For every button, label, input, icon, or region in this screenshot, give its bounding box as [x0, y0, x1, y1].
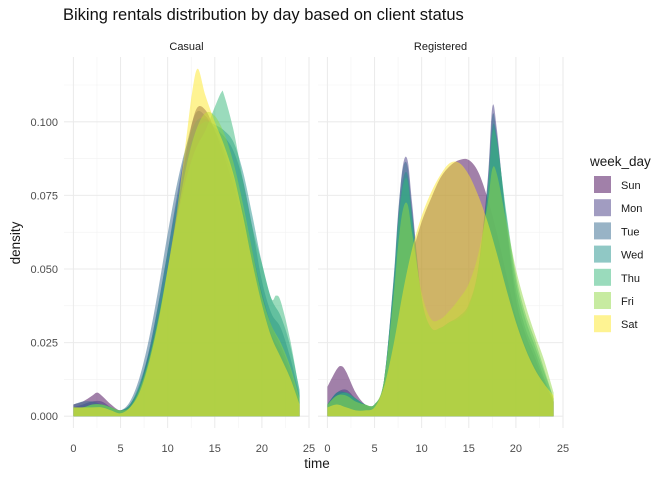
x-tick-label: 20	[510, 443, 522, 455]
panel-registered: Registered 0 5 10 15 20 25	[318, 41, 569, 455]
density-area-sat	[73, 68, 300, 417]
x-tick-label: 5	[371, 443, 377, 455]
x-tick-label: 15	[209, 443, 221, 455]
legend-label-mon: Mon	[621, 203, 642, 215]
x-tick-label: 10	[162, 443, 174, 455]
x-tick-label: 25	[557, 443, 569, 455]
legend: week_day Sun Mon Tue Wed Thu Fri Sat	[589, 154, 651, 333]
y-tick-label: 0.075	[30, 190, 58, 202]
legend-key-tue	[594, 222, 611, 240]
legend-label-sun: Sun	[621, 180, 641, 192]
facet-label: Registered	[414, 41, 467, 53]
chart-title: Biking rentals distribution by day based…	[63, 6, 464, 24]
legend-key-wed	[594, 245, 611, 263]
y-tick-label: 0.025	[30, 338, 58, 350]
x-tick-label: 10	[416, 443, 428, 455]
x-tick-label: 15	[463, 443, 475, 455]
y-tick-label: 0.100	[30, 117, 58, 129]
legend-key-thu	[594, 268, 611, 286]
x-tick-label: 5	[117, 443, 123, 455]
panel-casual: Casual 0 5 10 15 20 25	[64, 41, 315, 455]
facet-label: Casual	[169, 41, 203, 53]
legend-key-sun	[594, 176, 611, 193]
legend-label-fri: Fri	[621, 296, 634, 308]
x-tick-label: 25	[303, 443, 315, 455]
legend-label-tue: Tue	[621, 226, 640, 238]
y-axis-title: density	[8, 221, 23, 264]
density-area-sat	[327, 161, 554, 417]
legend-label-thu: Thu	[621, 273, 640, 285]
legend-title: week_day	[589, 154, 651, 169]
y-tick-label: 0.000	[30, 411, 58, 423]
x-tick-label: 20	[256, 443, 268, 455]
legend-key-mon	[594, 199, 611, 217]
y-tick-label: 0.050	[30, 264, 58, 276]
x-tick-label: 0	[324, 443, 330, 455]
legend-label-wed: Wed	[621, 250, 643, 262]
x-axis-title: time	[304, 456, 330, 471]
legend-key-fri	[594, 292, 611, 309]
x-tick-label: 0	[70, 443, 76, 455]
legend-key-sat	[594, 315, 611, 333]
legend-label-sat: Sat	[621, 319, 638, 331]
